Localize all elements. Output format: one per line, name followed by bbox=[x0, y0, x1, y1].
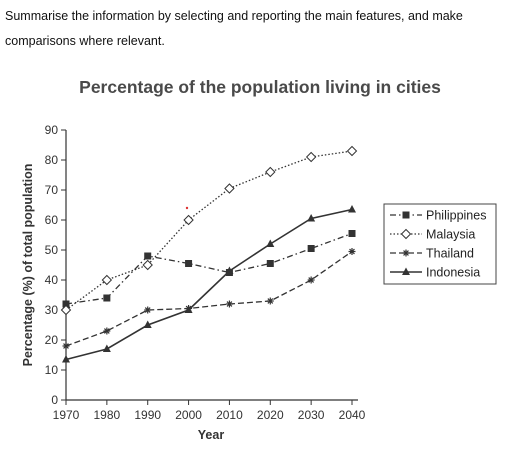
data-point bbox=[348, 205, 356, 213]
series-indonesia bbox=[62, 205, 356, 363]
data-point bbox=[402, 267, 410, 275]
instructions-line-2: comparisons where relevant. bbox=[5, 34, 165, 48]
data-point bbox=[402, 211, 410, 219]
x-tick-label: 2030 bbox=[298, 408, 325, 422]
data-point bbox=[402, 249, 410, 257]
series-line bbox=[65, 208, 353, 361]
data-point bbox=[101, 274, 113, 286]
data-point bbox=[144, 306, 152, 314]
y-tick-label: 80 bbox=[45, 153, 59, 167]
data-point bbox=[307, 276, 315, 284]
data-point bbox=[184, 305, 193, 313]
task-instructions: Summarise the information by selecting a… bbox=[5, 4, 505, 54]
y-tick-label: 20 bbox=[45, 333, 59, 347]
data-point bbox=[307, 214, 316, 222]
chart-series bbox=[60, 145, 358, 363]
data-point bbox=[348, 230, 356, 237]
data-point bbox=[307, 245, 315, 252]
y-axis-label: Percentage (%) of total population bbox=[21, 164, 35, 367]
legend-label: Thailand bbox=[426, 247, 474, 261]
data-point bbox=[225, 266, 234, 274]
data-point bbox=[266, 297, 274, 305]
y-tick-label: 70 bbox=[45, 183, 59, 197]
data-point bbox=[62, 355, 70, 363]
y-tick-label: 50 bbox=[45, 243, 59, 257]
x-tick-label: 2010 bbox=[216, 408, 243, 422]
data-point bbox=[225, 300, 233, 308]
data-point bbox=[266, 239, 275, 247]
instructions-line-1: Summarise the information by selecting a… bbox=[5, 9, 463, 23]
data-point bbox=[265, 166, 276, 178]
red-dot-mark bbox=[185, 206, 189, 210]
x-axis-label: Year bbox=[198, 428, 225, 442]
data-point bbox=[305, 151, 317, 163]
data-point bbox=[102, 344, 111, 352]
data-point bbox=[346, 145, 358, 157]
x-tick-label: 1990 bbox=[134, 408, 161, 422]
data-point bbox=[143, 320, 152, 328]
y-tick-label: 90 bbox=[45, 123, 59, 137]
data-point bbox=[185, 260, 193, 267]
series-philippines bbox=[62, 230, 356, 308]
chart-legend: Philippines Malaysia Thailand Indonesia bbox=[383, 203, 497, 285]
x-tick-label: 2000 bbox=[175, 408, 202, 422]
y-tick-label: 30 bbox=[45, 303, 59, 317]
data-point bbox=[144, 252, 152, 260]
data-point bbox=[60, 304, 72, 316]
data-point bbox=[224, 183, 235, 194]
data-point bbox=[266, 260, 274, 267]
series-line bbox=[65, 232, 353, 305]
legend-label: Indonesia bbox=[426, 266, 480, 280]
series-malaysia bbox=[60, 145, 358, 316]
data-point bbox=[400, 228, 412, 240]
data-point bbox=[103, 294, 111, 302]
data-point bbox=[62, 342, 70, 350]
y-tick-label: 40 bbox=[45, 273, 59, 287]
x-tick-label: 1970 bbox=[53, 408, 80, 422]
legend-label: Malaysia bbox=[426, 228, 475, 242]
x-tick-label: 2020 bbox=[257, 408, 284, 422]
y-tick-label: 60 bbox=[45, 213, 59, 227]
y-tick-label: 10 bbox=[45, 363, 59, 377]
data-point bbox=[183, 214, 194, 226]
data-point bbox=[348, 248, 356, 255]
chart-title: Percentage of the population living in c… bbox=[79, 77, 441, 97]
x-tick-label: 2040 bbox=[339, 408, 366, 422]
legend-label: Philippines bbox=[426, 209, 486, 223]
series-line bbox=[65, 150, 353, 311]
data-point bbox=[62, 300, 70, 308]
x-tick-label: 1980 bbox=[94, 408, 121, 422]
data-point bbox=[142, 259, 153, 271]
data-point bbox=[103, 327, 111, 335]
y-tick-label: 0 bbox=[51, 393, 58, 407]
